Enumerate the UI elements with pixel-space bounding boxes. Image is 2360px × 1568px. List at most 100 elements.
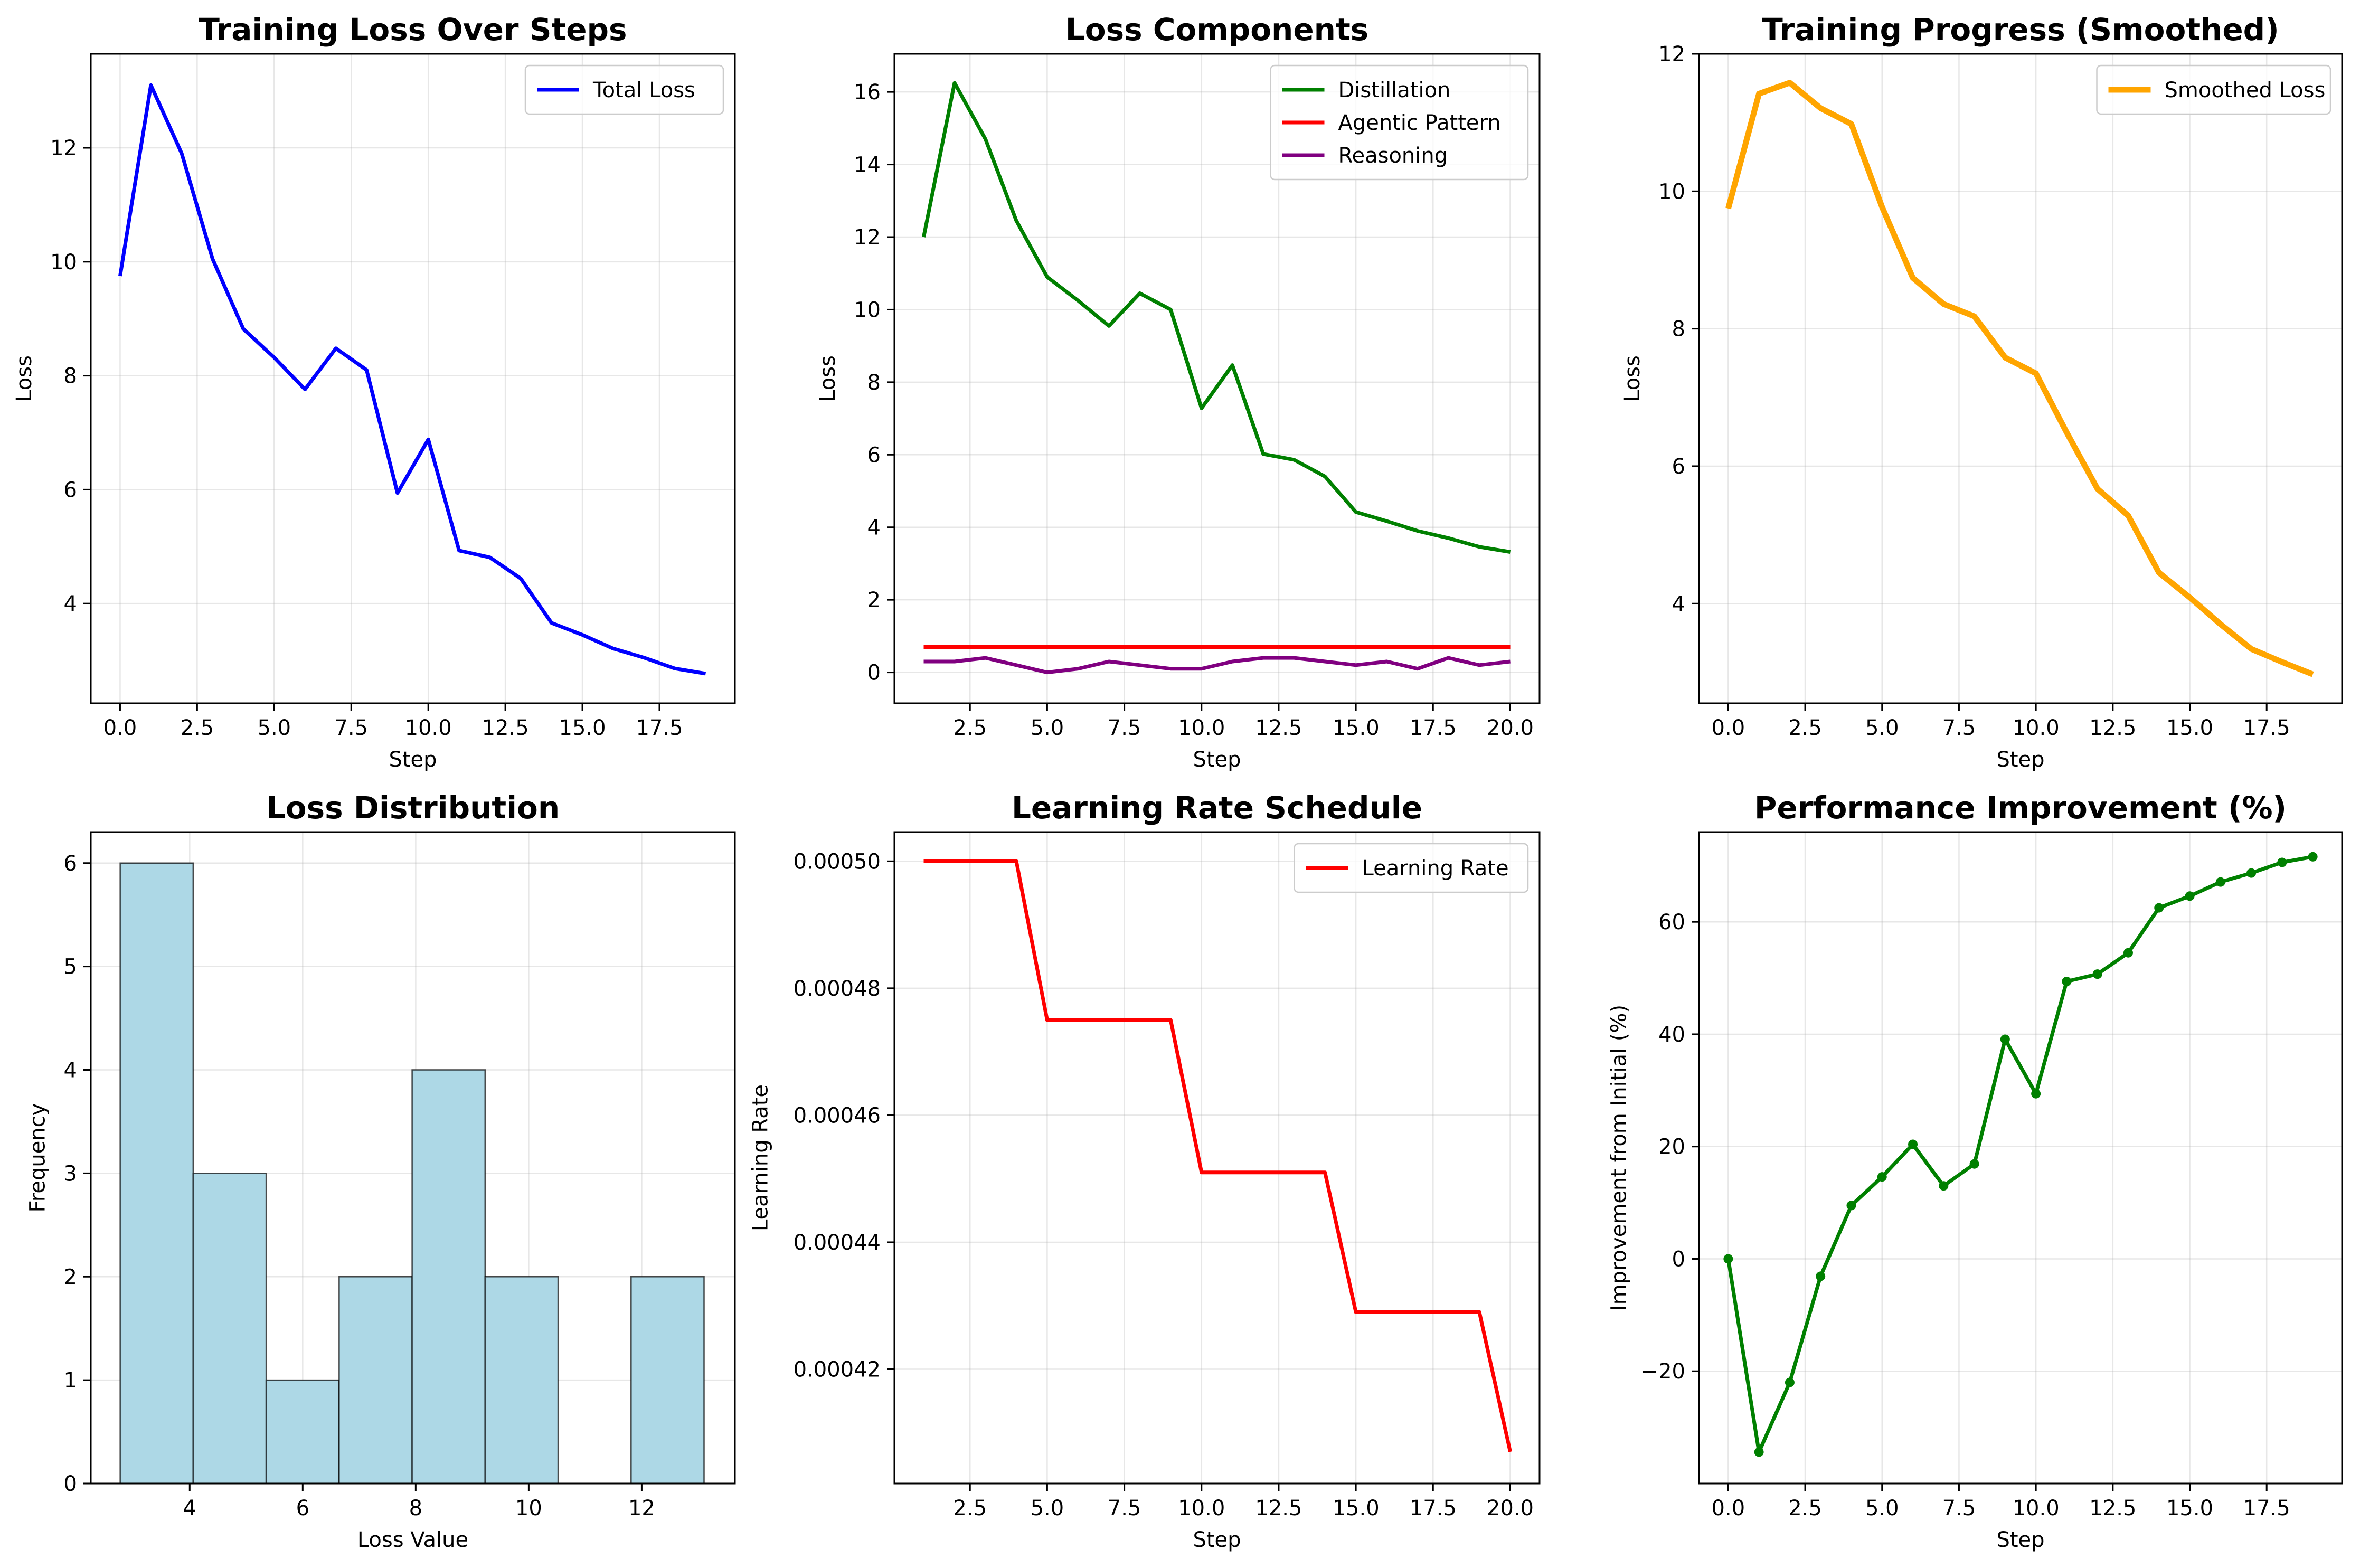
x-tick-label: 17.5	[2243, 1496, 2290, 1520]
point-11	[2062, 976, 2072, 986]
y-tick-label: 8	[867, 371, 881, 395]
point-10	[2031, 1089, 2041, 1099]
x-tick-label: 20.0	[1487, 716, 1534, 740]
plot-area	[91, 54, 735, 703]
x-tick-label: 10.0	[2013, 1496, 2060, 1520]
x-tick-label: 7.5	[1942, 1496, 1976, 1520]
x-tick-label: 0.0	[103, 716, 137, 740]
chart-title: Loss Components	[1065, 12, 1368, 48]
y-axis-label: Loss	[816, 355, 840, 402]
x-tick-label: 0.0	[1712, 716, 1745, 740]
point-18	[2277, 857, 2287, 867]
point-13	[2123, 948, 2133, 958]
x-tick-label: 5.0	[1031, 1496, 1064, 1520]
plot-area	[1699, 832, 2342, 1484]
legend-box	[1270, 64, 1529, 181]
point-19	[2308, 852, 2318, 862]
y-tick-label: 20	[1658, 1135, 1685, 1159]
y-tick-label: 2	[867, 588, 881, 612]
subplot-smoothed: 0.0 2.5 5.0 7.5 10.0 12.5 15.0 17.5 4 6 8 10 12 Train…	[1620, 12, 2343, 772]
y-tick-label: 1	[64, 1368, 77, 1393]
x-tick-label: 20.0	[1487, 1496, 1534, 1520]
x-tick-label: 5.0	[1865, 716, 1899, 740]
x-tick-label: 15.0	[1333, 716, 1380, 740]
y-tick-label: 0	[867, 661, 881, 685]
legend-box	[524, 64, 724, 115]
chart-title: Training Loss Over Steps	[199, 12, 627, 48]
x-tick-label: 17.5	[636, 716, 683, 740]
y-tick-label: 16	[854, 80, 881, 105]
legend: Distillation Agentic Pattern Reasoning	[1270, 64, 1529, 181]
point-7	[1939, 1181, 1949, 1191]
bar-2	[265, 1379, 340, 1485]
chart-title: Loss Distribution	[266, 790, 560, 826]
point-17	[2246, 868, 2257, 878]
subplot-loss-components: 2.5 5.0 7.5 10.0 12.5 15.0 17.5 20.0 0 2 4 6 8 10 12 14…	[816, 12, 1541, 772]
y-tick-label: 6	[64, 852, 77, 876]
bar-3	[338, 1276, 413, 1485]
axes-frame	[1698, 831, 2343, 1485]
x-tick-label: 17.5	[1410, 1496, 1457, 1520]
x-axis-label: Step	[389, 748, 437, 772]
x-tick-label: 5.0	[1031, 716, 1064, 740]
point-5	[1877, 1172, 1887, 1182]
y-tick-label: 6	[867, 443, 881, 467]
point-8	[1969, 1159, 1979, 1169]
x-axis-label: Step	[1996, 748, 2044, 772]
y-tick-label: 0	[1672, 1247, 1685, 1271]
series-line-2	[923, 656, 1511, 675]
y-tick-label: 6	[1672, 455, 1685, 479]
axes-frame	[893, 831, 1541, 1485]
y-tick-label: 0.00042	[794, 1358, 881, 1382]
x-tick-label: 7.5	[1942, 716, 1976, 740]
point-9	[2000, 1034, 2010, 1044]
point-14	[2154, 903, 2164, 913]
y-tick-label: 4	[64, 592, 77, 616]
x-tick-label: 7.5	[334, 716, 368, 740]
legend-label: Total Loss	[592, 78, 695, 102]
point-4	[1846, 1201, 1856, 1211]
x-tick-label: 10.0	[405, 716, 452, 740]
series-line-0	[1725, 80, 2314, 677]
y-tick-label: 4	[867, 516, 881, 540]
point-0	[1723, 1254, 1733, 1264]
y-tick-label: 12	[50, 136, 77, 160]
y-tick-label: 4	[1672, 592, 1685, 616]
y-tick-label: 8	[1672, 317, 1685, 342]
x-tick-label: 12.5	[1255, 1496, 1302, 1520]
y-axis-label: Loss	[1620, 355, 1645, 402]
x-tick-label: 0.0	[1712, 1496, 1745, 1520]
legend: Smoothed Loss	[2096, 64, 2331, 115]
y-axis-label: Learning Rate	[749, 1084, 773, 1231]
legend-label: Agentic Pattern	[1338, 111, 1501, 135]
x-tick-label: 10.0	[1178, 716, 1225, 740]
x-tick-label: 15.0	[559, 716, 606, 740]
x-tick-label: 4	[183, 1496, 196, 1520]
legend-label: Reasoning	[1338, 144, 1448, 168]
series-line-0	[923, 859, 1512, 1452]
y-tick-label: 12	[854, 225, 881, 250]
legend-label: Learning Rate	[1362, 856, 1509, 881]
axes-frame	[90, 831, 736, 1485]
y-tick-label: 5	[64, 955, 77, 979]
y-axis-label: Frequency	[26, 1103, 50, 1213]
bar-0	[119, 862, 194, 1485]
point-2	[1785, 1377, 1795, 1387]
point-1	[1754, 1447, 1764, 1457]
y-tick-label: 10	[854, 298, 881, 322]
bar-1	[192, 1173, 267, 1485]
series-line-0	[922, 81, 1511, 554]
x-tick-label: 2.5	[181, 716, 214, 740]
y-tick-label: 10	[1658, 180, 1685, 204]
chart-title: Training Progress (Smoothed)	[1762, 12, 2279, 48]
x-tick-label: 2.5	[1788, 1496, 1822, 1520]
x-tick-label: 12.5	[2089, 716, 2136, 740]
point-3	[1816, 1271, 1826, 1281]
y-axis-label: Loss	[12, 355, 36, 402]
point-12	[2092, 969, 2102, 979]
subplot-total-loss: 0.0 2.5 5.0 7.5 10.0 12.5 15.0 17.5 4 6 8 10 12 Train…	[12, 12, 736, 772]
x-tick-label: 17.5	[1410, 716, 1457, 740]
y-tick-label: 0	[64, 1472, 77, 1496]
